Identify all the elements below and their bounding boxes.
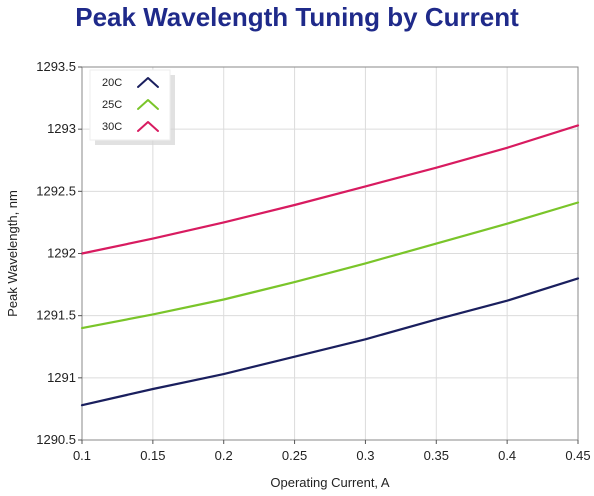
legend-label: 25C <box>102 99 122 111</box>
series-line-20C <box>80 277 580 407</box>
chart-title: Peak Wavelength Tuning by Current <box>75 2 519 32</box>
y-axis-ticks: 1290.5 1291 1291.5 1292 1292.5 1293 1293.5 <box>36 59 82 447</box>
x-axis-ticks: 0.1 0.15 0.2 0.25 0.3 0.35 0.4 0.45 <box>73 440 591 463</box>
legend-marker-icon <box>137 99 159 110</box>
series-layer <box>80 124 580 407</box>
x-tick-label: 0.45 <box>565 448 590 463</box>
x-tick-label: 0.35 <box>424 448 449 463</box>
legend-label: 30C <box>102 121 122 133</box>
y-tick-label: 1293 <box>47 121 76 136</box>
x-tick-label: 0.25 <box>282 448 307 463</box>
y-tick-label: 1291.5 <box>36 308 76 323</box>
series-line-30C <box>80 124 580 255</box>
x-tick-label: 0.2 <box>215 448 233 463</box>
y-axis-label: Peak Wavelength, nm <box>5 190 20 317</box>
x-axis-label: Operating Current, A <box>270 475 390 490</box>
y-tick-label: 1292 <box>47 246 76 261</box>
legend-label: 20C <box>102 77 122 89</box>
x-tick-label: 0.4 <box>498 448 516 463</box>
legend-marker-icon <box>137 121 159 132</box>
legend-box <box>89 69 171 141</box>
series-line-25C <box>80 201 580 330</box>
y-tick-label: 1293.5 <box>36 59 76 74</box>
y-tick-label: 1290.5 <box>36 432 76 447</box>
x-tick-label: 0.1 <box>73 448 91 463</box>
legend: 20C 25C 30C <box>89 69 175 145</box>
x-tick-label: 0.3 <box>356 448 374 463</box>
y-tick-label: 1292.5 <box>36 183 76 198</box>
legend-marker-icon <box>137 77 159 88</box>
y-tick-label: 1291 <box>47 370 76 385</box>
x-tick-label: 0.15 <box>140 448 165 463</box>
